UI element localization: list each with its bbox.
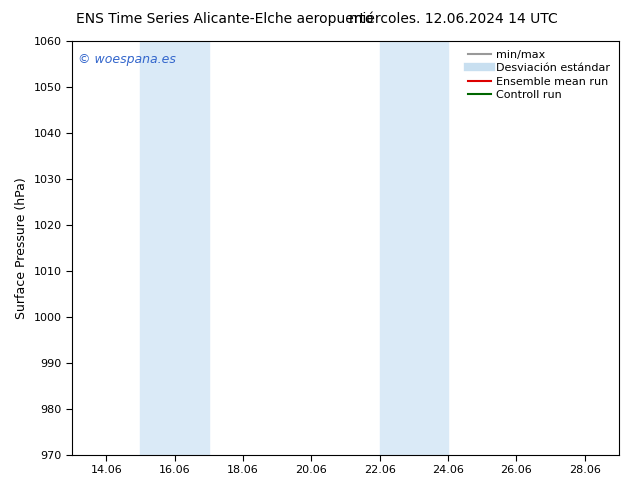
Bar	[141, 41, 209, 455]
Text: © woespana.es: © woespana.es	[77, 53, 176, 67]
Y-axis label: Surface Pressure (hPa): Surface Pressure (hPa)	[15, 177, 28, 318]
Bar	[380, 41, 448, 455]
Text: miércoles. 12.06.2024 14 UTC: miércoles. 12.06.2024 14 UTC	[349, 12, 558, 26]
Text: ENS Time Series Alicante-Elche aeropuerto: ENS Time Series Alicante-Elche aeropuert…	[76, 12, 373, 26]
Legend: min/max, Desviación estándar, Ensemble mean run, Controll run: min/max, Desviación estándar, Ensemble m…	[465, 47, 614, 103]
